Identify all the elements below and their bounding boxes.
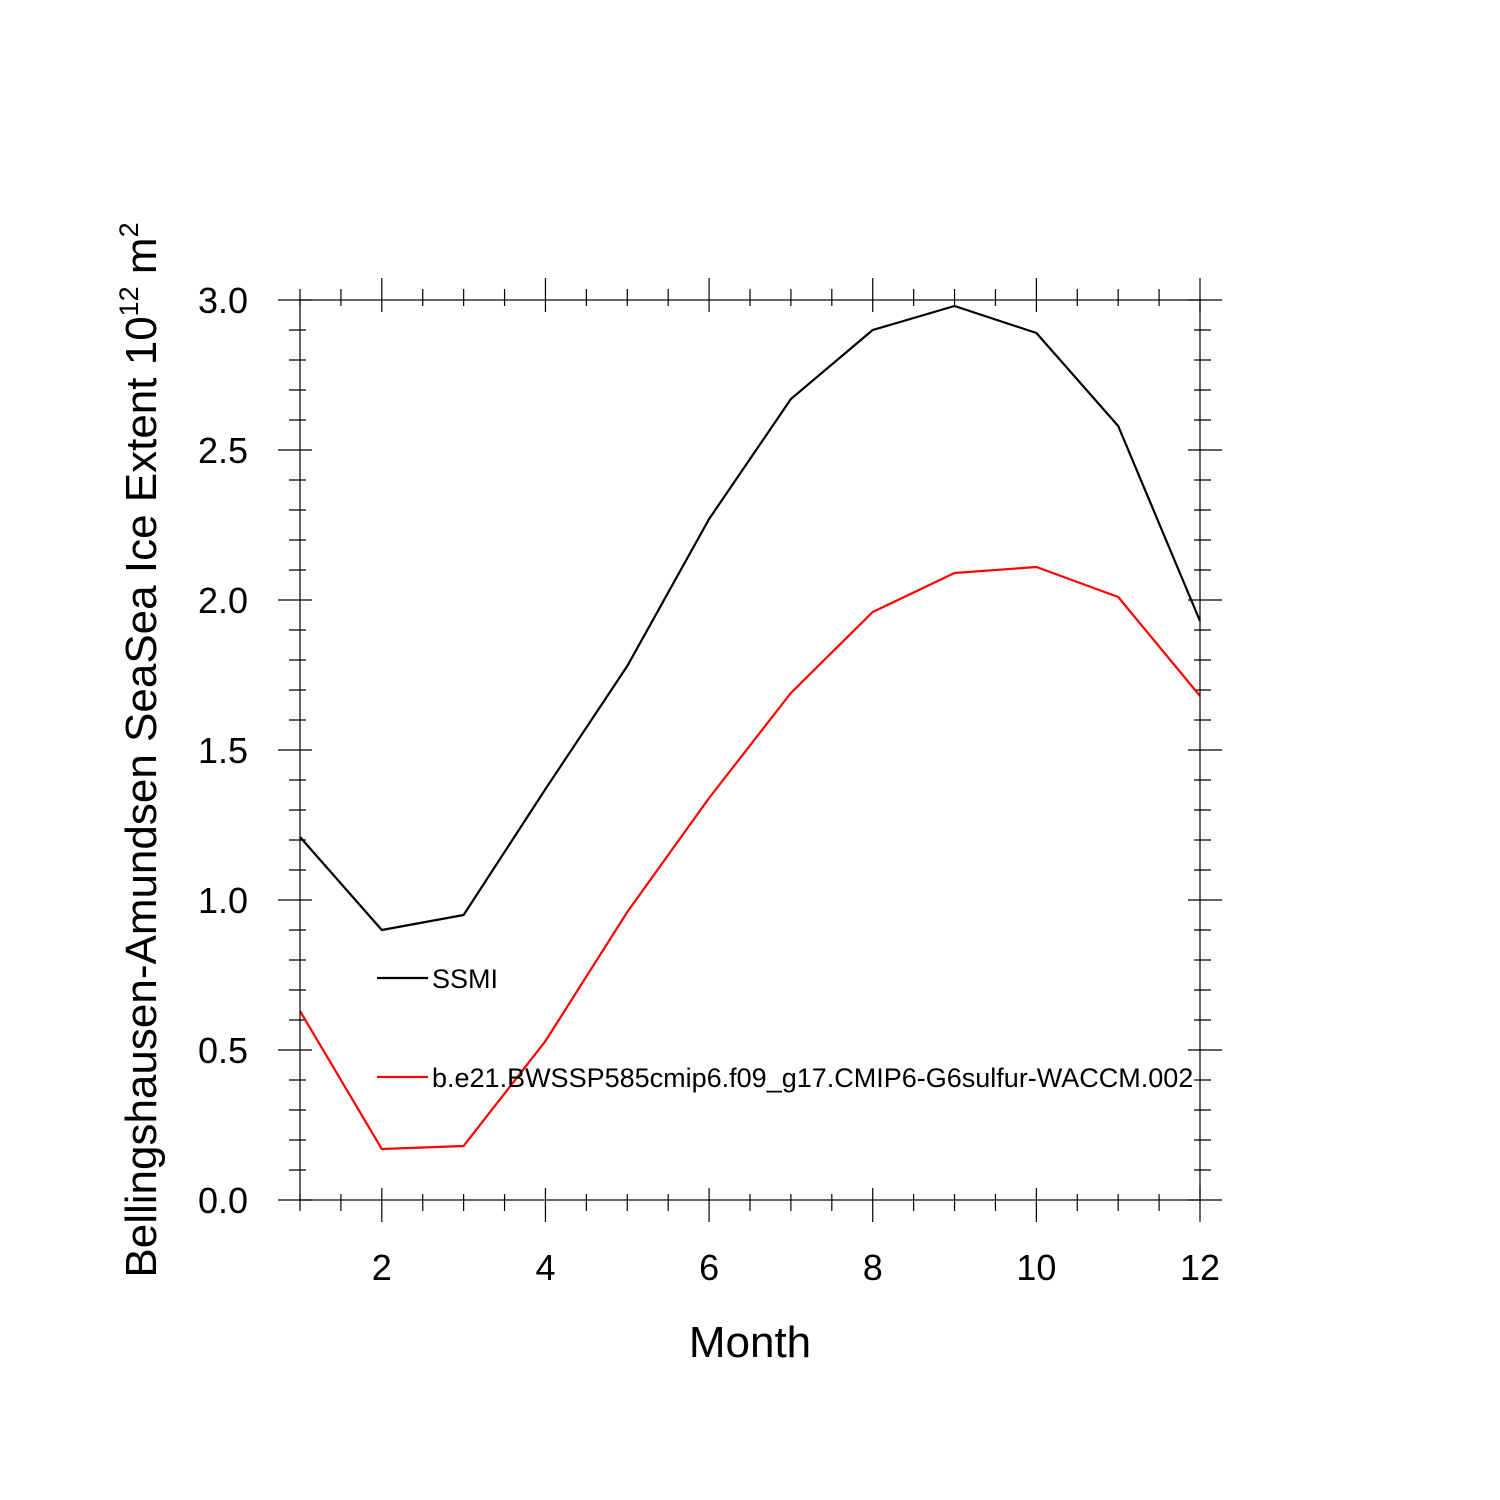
tick-labels: 2 4 6 8 10 12 0.0 0.5 1.0 1.5 2.0 2.5 3.0 <box>198 280 1220 1288</box>
x-tick-label: 4 <box>535 1247 555 1288</box>
y-tick-label: 2.0 <box>198 580 248 621</box>
y-tick-label: 0.0 <box>198 1180 248 1221</box>
x-tick-label: 6 <box>699 1247 719 1288</box>
x-tick-label: 2 <box>372 1247 392 1288</box>
x-tick-label: 8 <box>863 1247 883 1288</box>
y-axis-label-unit: m <box>117 237 166 286</box>
series-line-ssmi <box>299 304 1202 932</box>
legend-label: SSMI <box>432 964 498 994</box>
y-tick-label: 0.5 <box>198 1030 248 1071</box>
y-axis-label-main: Bellingshausen-Amundsen SeaSea Ice Exten… <box>117 316 166 1277</box>
y-tick-label: 3.0 <box>198 280 248 321</box>
y-tick-label: 2.5 <box>198 430 248 471</box>
series-lines <box>299 304 1202 1151</box>
y-axis-label-unit-exponent: 2 <box>114 222 144 237</box>
plot-frame <box>299 299 1201 1201</box>
y-axis-label-exponent: 12 <box>114 286 144 316</box>
legend: SSMI b.e21.BWSSP585cmip6.f09_g17.CMIP6-G6… <box>377 964 1193 1093</box>
legend-label: b.e21.BWSSP585cmip6.f09_g17.CMIP6-G6sulf… <box>432 1063 1193 1093</box>
x-tick-label: 10 <box>1016 1247 1056 1288</box>
y-axis-label: Bellingshausen-Amundsen SeaSea Ice Exten… <box>114 222 166 1277</box>
y-tick-label: 1.5 <box>198 730 248 771</box>
x-tick-label: 12 <box>1180 1247 1220 1288</box>
x-axis-label: Month <box>689 1318 811 1367</box>
y-tick-label: 1.0 <box>198 880 248 921</box>
series-line-model <box>299 565 1201 1151</box>
axis-ticks <box>278 278 1222 1222</box>
